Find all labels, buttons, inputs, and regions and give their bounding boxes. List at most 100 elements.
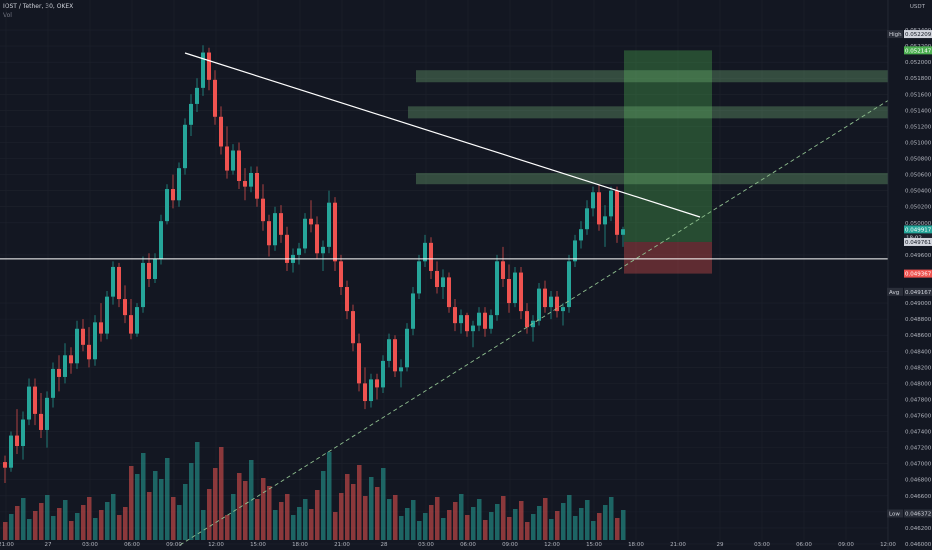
volume-bar xyxy=(273,510,278,540)
candle-body xyxy=(87,344,91,360)
volume-bar xyxy=(231,494,236,540)
price-tick-label: 0.051400 xyxy=(905,108,932,114)
high-tag-key: High xyxy=(889,32,902,38)
volume-bar xyxy=(45,495,50,540)
candle-body xyxy=(351,311,355,344)
volume-bar xyxy=(93,518,98,540)
candle-body xyxy=(237,150,241,182)
time-tick-label: 15:00 xyxy=(586,542,602,548)
candle-body xyxy=(117,266,121,300)
candle-body xyxy=(615,190,619,235)
volume-bar xyxy=(363,496,368,540)
candle-body xyxy=(519,272,523,312)
target-tag: 0.052147 xyxy=(905,48,932,54)
volume-bar xyxy=(75,513,80,540)
volume-bar xyxy=(453,502,458,540)
candle-body xyxy=(285,234,289,263)
volume-bar xyxy=(609,497,614,540)
price-tick-label: 0.047000 xyxy=(905,462,932,468)
descending-trendline xyxy=(184,52,701,218)
volume-bar xyxy=(207,489,212,540)
candle-body xyxy=(339,261,343,288)
volume-bar xyxy=(549,519,554,540)
time-tick-label: 12:00 xyxy=(208,542,224,548)
price-tick-label: 0.050600 xyxy=(905,173,932,179)
candle-body xyxy=(447,277,451,308)
price-tick-label: 0.051600 xyxy=(905,92,932,98)
volume-bar xyxy=(309,509,314,540)
price-tick-label: 0.050800 xyxy=(905,157,932,163)
volume-bar xyxy=(129,466,134,540)
price-tick-label: 0.049600 xyxy=(905,253,932,259)
volume-bar xyxy=(3,522,8,540)
volume-bar xyxy=(243,481,248,540)
volume-bar xyxy=(237,473,242,540)
candle-body xyxy=(393,339,397,372)
volume-bar xyxy=(285,494,290,540)
volume-bar xyxy=(519,501,524,540)
candle-body xyxy=(381,360,385,388)
price-tick-label: 0.046600 xyxy=(905,494,932,500)
volume-bar xyxy=(267,486,272,540)
candle-body xyxy=(57,368,61,377)
candle-body xyxy=(429,242,433,271)
candle-body xyxy=(267,221,271,246)
target-zone xyxy=(624,50,712,242)
candle-body xyxy=(123,299,127,316)
price-tick-label: 0.046200 xyxy=(905,526,932,532)
volume-bar xyxy=(183,484,188,540)
volume-bar xyxy=(261,478,266,540)
volume-bar xyxy=(477,499,482,540)
volume-bar xyxy=(387,499,392,540)
volume-bar xyxy=(555,511,560,540)
time-tick-label: 18:00 xyxy=(292,542,308,548)
volume-bar xyxy=(471,507,476,540)
volume-bar xyxy=(429,505,434,540)
volume-bar xyxy=(189,463,194,540)
trade-zones xyxy=(408,50,900,274)
candle-body xyxy=(147,262,151,279)
time-axis: 21:00 27 03:00 06:00 09:00 12:00 15:00 18:00 21:… xyxy=(0,542,896,548)
candle-body xyxy=(591,192,595,209)
price-tick-label: 0.050400 xyxy=(905,189,932,195)
stop-tag-bg xyxy=(904,269,932,278)
candle-body xyxy=(453,307,457,324)
entry-tag-bg xyxy=(904,237,932,246)
volume-bar xyxy=(69,521,74,540)
volume-bar xyxy=(567,495,572,540)
volume-bar xyxy=(147,492,152,540)
volume-bar xyxy=(537,506,542,540)
candle-body xyxy=(51,368,55,398)
candle-body xyxy=(171,189,175,201)
low-tag-key-bg xyxy=(887,509,903,518)
volume-bar xyxy=(27,519,32,540)
low-tag: 0.046372 xyxy=(905,511,931,517)
time-tick-label: 21:00 xyxy=(670,542,686,548)
volume-bar xyxy=(9,514,14,540)
volume-bar xyxy=(165,458,170,540)
price-tick-label: 0.046000 xyxy=(905,542,932,548)
candle-body xyxy=(531,320,535,328)
currency-label: USDT xyxy=(910,4,926,10)
candle-body xyxy=(585,208,589,230)
candle-body xyxy=(15,435,19,447)
candle-body xyxy=(405,328,409,368)
high-tag-key-bg xyxy=(887,30,903,39)
candle-body xyxy=(21,419,25,447)
price-tick-label: 0.051800 xyxy=(905,76,932,82)
volume-bar xyxy=(225,515,230,540)
candle-body xyxy=(501,261,505,279)
candle-body xyxy=(195,87,199,104)
volume-bar xyxy=(423,513,428,540)
candle-body xyxy=(153,258,157,279)
volume-bar xyxy=(87,497,92,540)
volume-bar xyxy=(105,502,110,540)
volume-bar xyxy=(339,493,344,540)
resistance-zone xyxy=(408,106,900,119)
candle-body xyxy=(321,246,325,254)
candle-body xyxy=(129,315,133,334)
target-tag-bg xyxy=(904,46,932,55)
candle-body xyxy=(75,328,79,364)
candle-body xyxy=(39,413,43,430)
time-tick-label: 06:00 xyxy=(460,542,476,548)
